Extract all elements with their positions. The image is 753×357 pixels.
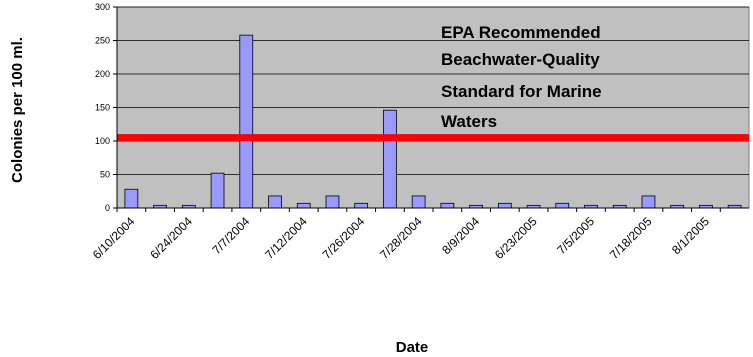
- bar: [296, 202, 311, 209]
- y-axis-title: Colonies per 100 ml.: [9, 37, 26, 183]
- x-tick-label: 6/23/2005: [492, 214, 540, 262]
- y-tick-label: 100: [95, 136, 110, 146]
- y-tick-label: 50: [100, 170, 110, 180]
- bar: [210, 172, 225, 209]
- annotation-line-3: Standard for Marine: [441, 82, 602, 101]
- y-tick-label: 0: [105, 203, 110, 213]
- bar: [325, 195, 340, 209]
- x-tick-label: 7/26/2004: [320, 214, 368, 262]
- annotation-line-4: Waters: [441, 112, 497, 131]
- bar: [411, 195, 426, 209]
- x-tick-label: 7/18/2005: [607, 214, 655, 262]
- x-tick-label: 7/28/2004: [377, 214, 425, 262]
- x-tick-label: 8/1/2005: [669, 214, 712, 257]
- bar: [555, 202, 570, 209]
- x-tick-label: 6/10/2004: [90, 214, 138, 262]
- y-tick-label: 150: [95, 103, 110, 113]
- x-axis-title: Date: [396, 339, 429, 356]
- x-tick-label: 7/12/2004: [262, 214, 310, 262]
- y-tick-label: 250: [95, 36, 110, 46]
- bar: [383, 109, 397, 209]
- annotation-line-2: Beachwater-Quality: [441, 50, 600, 69]
- bar: [440, 202, 455, 209]
- x-tick-label: 8/9/2004: [439, 214, 482, 257]
- bar: [124, 188, 139, 209]
- y-tick-label: 200: [95, 69, 110, 79]
- x-tick-label: 6/24/2004: [147, 214, 195, 262]
- bar: [641, 195, 656, 209]
- x-tick-label: 7/7/2004: [209, 214, 252, 257]
- annotation-line-1: EPA Recommended: [441, 23, 601, 42]
- y-tick-label: 300: [95, 2, 110, 12]
- bar: [354, 202, 369, 209]
- bar: [268, 195, 282, 209]
- bar: [497, 202, 512, 209]
- x-tick-label: 7/5/2005: [554, 214, 597, 257]
- bar: [239, 34, 254, 209]
